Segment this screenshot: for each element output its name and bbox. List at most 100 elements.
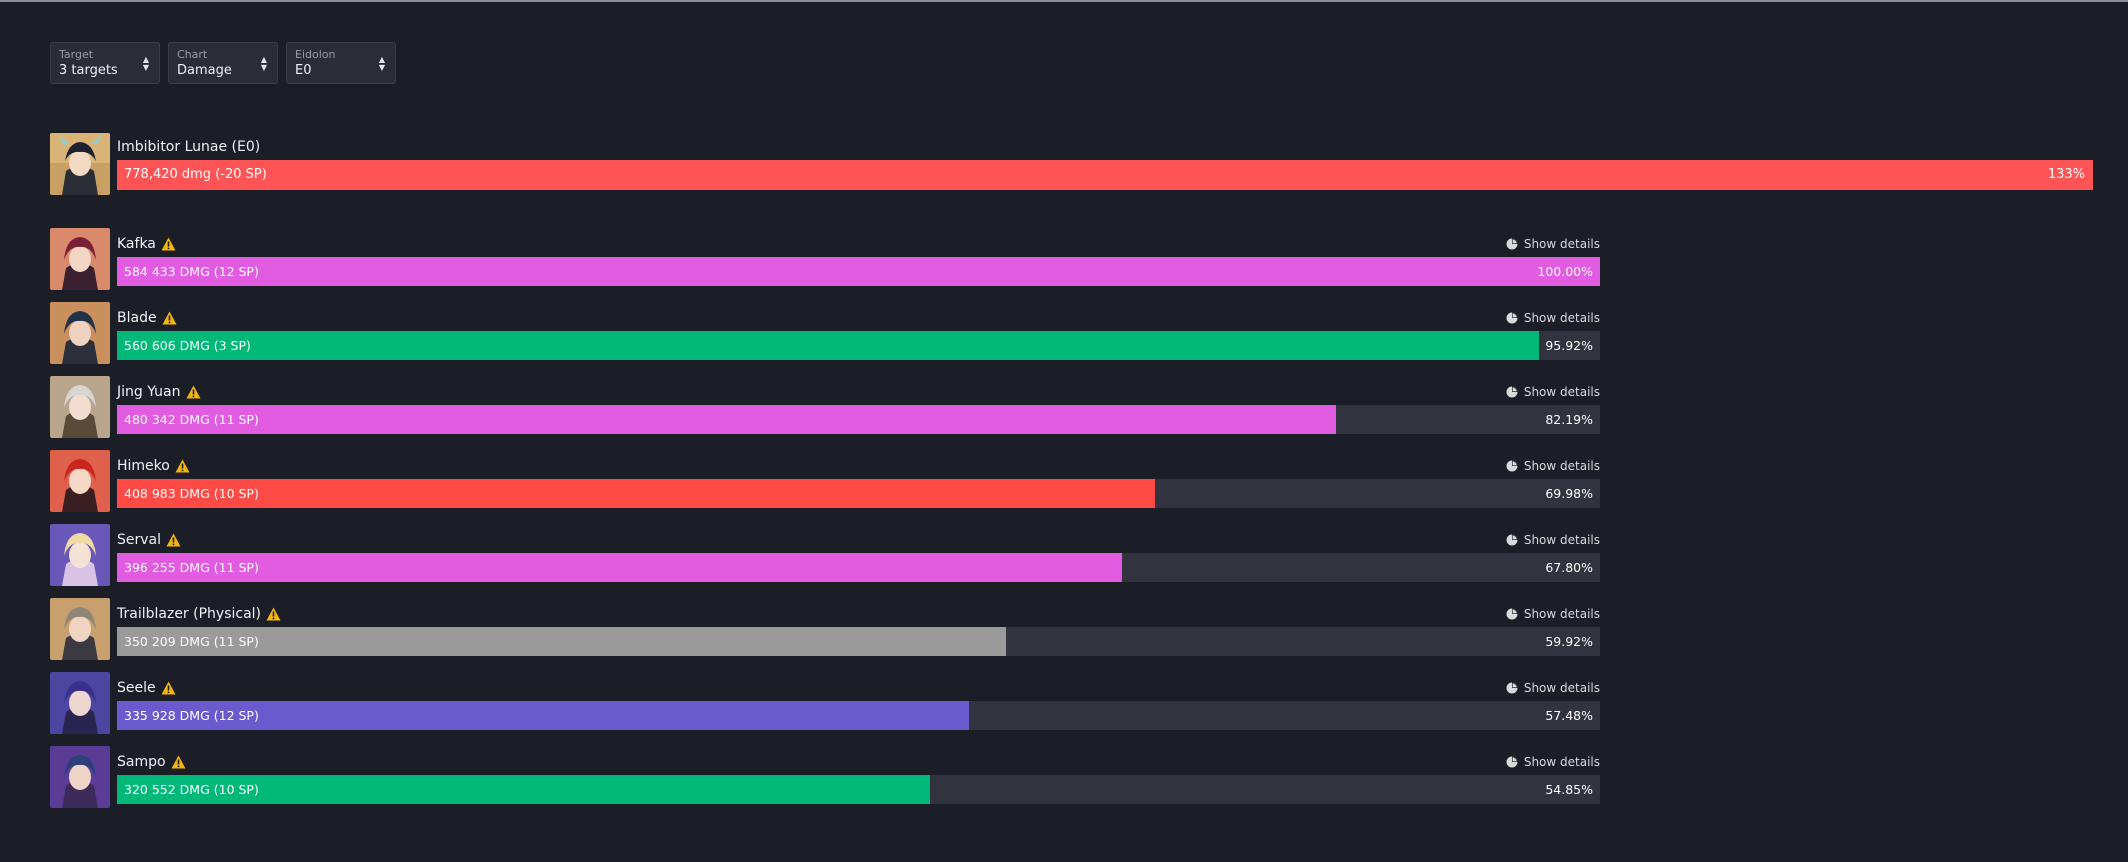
pie-chart-icon — [1506, 608, 1518, 620]
target-select-value: 3 targets — [59, 63, 118, 78]
hero-percent-label: 133% — [2047, 167, 2085, 182]
warning-icon — [175, 459, 191, 473]
warning-icon — [161, 237, 177, 251]
pie-chart-icon — [1506, 534, 1518, 546]
damage-bar-track: 335 928 DMG (12 SP) 57.48% — [117, 701, 1600, 730]
damage-bar-fill — [117, 405, 1336, 434]
character-list: Kafka Show details 584 433 DMG (12 SP) 1… — [50, 228, 1600, 820]
character-name-text: Sampo — [117, 754, 166, 770]
percent-label: 82.19% — [1545, 412, 1593, 427]
damage-label: 560 606 DMG (3 SP) — [124, 338, 251, 353]
character-row: Seele Show details 335 928 DMG (12 SP) 5… — [50, 672, 1600, 746]
damage-bar-track: 480 342 DMG (11 SP) 82.19% — [117, 405, 1600, 434]
damage-bar-track: 320 552 DMG (10 SP) 54.85% — [117, 775, 1600, 804]
character-row: Serval Show details 396 255 DMG (11 SP) … — [50, 524, 1600, 598]
show-details-label: Show details — [1523, 533, 1600, 547]
damage-label: 584 433 DMG (12 SP) — [124, 264, 259, 279]
character-name-text: Serval — [117, 532, 162, 548]
show-details-button[interactable]: Show details — [1506, 755, 1600, 769]
damage-bar-track: 560 606 DMG (3 SP) 95.92% — [117, 331, 1600, 360]
chart-select-label: Chart — [177, 48, 208, 61]
pie-chart-icon — [1506, 756, 1518, 768]
damage-bar-fill — [117, 553, 1123, 582]
sort-arrows-icon: ▲ ▼ — [260, 55, 268, 72]
show-details-button[interactable]: Show details — [1506, 607, 1600, 621]
character-name: Sampo — [117, 754, 187, 770]
selected-character: Imbibitor Lunae (E0) 778,420 dmg (-20 SP… — [50, 133, 2093, 196]
character-name: Kafka — [117, 236, 177, 252]
target-select[interactable]: Target 3 targets ▲ ▼ — [50, 42, 160, 84]
sort-arrows-icon: ▲ ▼ — [142, 55, 150, 72]
character-row: Trailblazer (Physical) Show details 350 … — [50, 598, 1600, 672]
damage-bar-track: 396 255 DMG (11 SP) 67.80% — [117, 553, 1600, 582]
character-name-text: Seele — [117, 680, 156, 696]
show-details-button[interactable]: Show details — [1506, 533, 1600, 547]
show-details-button[interactable]: Show details — [1506, 385, 1600, 399]
blade-portrait-icon — [50, 302, 110, 364]
show-details-label: Show details — [1523, 755, 1600, 769]
trailblazer-portrait-icon — [50, 598, 110, 660]
damage-label: 396 255 DMG (11 SP) — [124, 560, 259, 575]
filter-bar: Target 3 targets ▲ ▼ Chart Damage ▲ ▼ Eido… — [50, 42, 396, 84]
damage-label: 350 209 DMG (11 SP) — [124, 634, 259, 649]
eidolon-select-label: Eidolon — [295, 48, 336, 61]
pie-chart-icon — [1506, 238, 1518, 250]
damage-bar-fill — [117, 775, 931, 804]
character-name: Serval — [117, 532, 182, 548]
warning-icon — [161, 681, 177, 695]
damage-label: 408 983 DMG (10 SP) — [124, 486, 259, 501]
sampo-portrait-icon — [50, 746, 110, 808]
character-name: Blade — [117, 310, 178, 326]
percent-label: 95.92% — [1545, 338, 1593, 353]
show-details-label: Show details — [1523, 311, 1600, 325]
top-border — [0, 0, 2128, 2]
damage-bar-fill — [117, 627, 1006, 656]
percent-label: 100.00% — [1537, 264, 1593, 279]
character-row: Himeko Show details 408 983 DMG (10 SP) … — [50, 450, 1600, 524]
percent-label: 57.48% — [1545, 708, 1593, 723]
character-row: Jing Yuan Show details 480 342 DMG (11 S… — [50, 376, 1600, 450]
damage-bar-track: 584 433 DMG (12 SP) 100.00% — [117, 257, 1600, 286]
pie-chart-icon — [1506, 312, 1518, 324]
percent-label: 67.80% — [1545, 560, 1593, 575]
damage-bar-fill — [117, 701, 970, 730]
damage-label: 480 342 DMG (11 SP) — [124, 412, 259, 427]
character-name-text: Kafka — [117, 236, 156, 252]
damage-bar-track: 350 209 DMG (11 SP) 59.92% — [117, 627, 1600, 656]
target-select-label: Target — [59, 48, 94, 61]
hero-name: Imbibitor Lunae (E0) — [117, 139, 261, 155]
percent-label: 59.92% — [1545, 634, 1593, 649]
pie-chart-icon — [1506, 386, 1518, 398]
damage-label: 320 552 DMG (10 SP) — [124, 782, 259, 797]
show-details-button[interactable]: Show details — [1506, 681, 1600, 695]
show-details-button[interactable]: Show details — [1506, 311, 1600, 325]
show-details-label: Show details — [1523, 459, 1600, 473]
hero-damage-bar: 778,420 dmg (-20 SP) 133% — [117, 160, 2093, 190]
character-name-text: Blade — [117, 310, 157, 326]
chart-select[interactable]: Chart Damage ▲ ▼ — [168, 42, 278, 84]
percent-label: 54.85% — [1545, 782, 1593, 797]
character-name-text: Jing Yuan — [117, 384, 181, 400]
warning-icon — [266, 607, 282, 621]
character-name: Himeko — [117, 458, 191, 474]
damage-bar-fill — [117, 257, 1600, 286]
show-details-label: Show details — [1523, 607, 1600, 621]
show-details-label: Show details — [1523, 681, 1600, 695]
eidolon-select[interactable]: Eidolon E0 ▲ ▼ — [286, 42, 396, 84]
show-details-label: Show details — [1523, 237, 1600, 251]
warning-icon — [166, 533, 182, 547]
character-name-text: Himeko — [117, 458, 170, 474]
warning-icon — [171, 755, 187, 769]
character-name: Trailblazer (Physical) — [117, 606, 282, 622]
show-details-button[interactable]: Show details — [1506, 459, 1600, 473]
character-name-text: Trailblazer (Physical) — [117, 606, 262, 622]
warning-icon — [186, 385, 202, 399]
damage-bar-fill — [117, 479, 1155, 508]
show-details-button[interactable]: Show details — [1506, 237, 1600, 251]
character-row: Kafka Show details 584 433 DMG (12 SP) 1… — [50, 228, 1600, 302]
sort-arrows-icon: ▲ ▼ — [378, 55, 386, 72]
character-row: Blade Show details 560 606 DMG (3 SP) 95… — [50, 302, 1600, 376]
seele-portrait-icon — [50, 672, 110, 734]
percent-label: 69.98% — [1545, 486, 1593, 501]
character-row: Sampo Show details 320 552 DMG (10 SP) 5… — [50, 746, 1600, 820]
